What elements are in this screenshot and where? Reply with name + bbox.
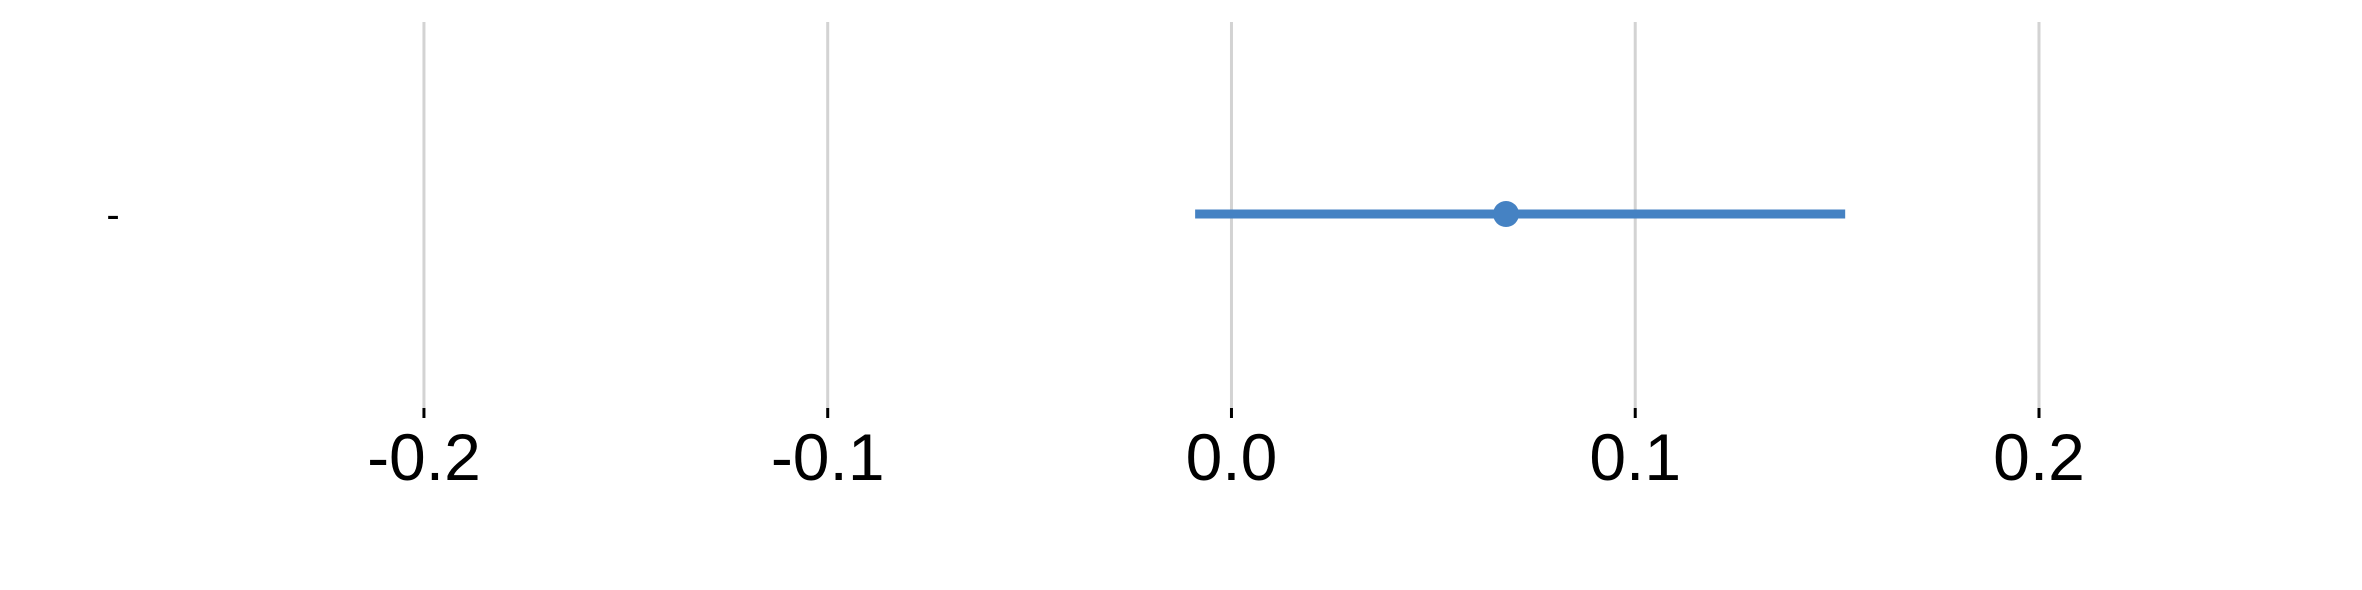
x-tick-label-2: 0.0	[1186, 420, 1278, 494]
x-tick-label-4: 0.2	[1993, 420, 2085, 494]
point-estimate-0	[1493, 201, 1520, 227]
y-axis: -	[106, 193, 119, 237]
x-tick-label-1: -0.1	[771, 420, 885, 494]
estimates	[1195, 201, 1846, 227]
x-tick-label-3: 0.1	[1589, 420, 1681, 494]
y-category-label-0: -	[106, 193, 119, 237]
x-tick-label-0: -0.2	[367, 420, 481, 494]
x-axis: -0.2 -0.1 0.0 0.1 0.2	[367, 408, 2085, 494]
